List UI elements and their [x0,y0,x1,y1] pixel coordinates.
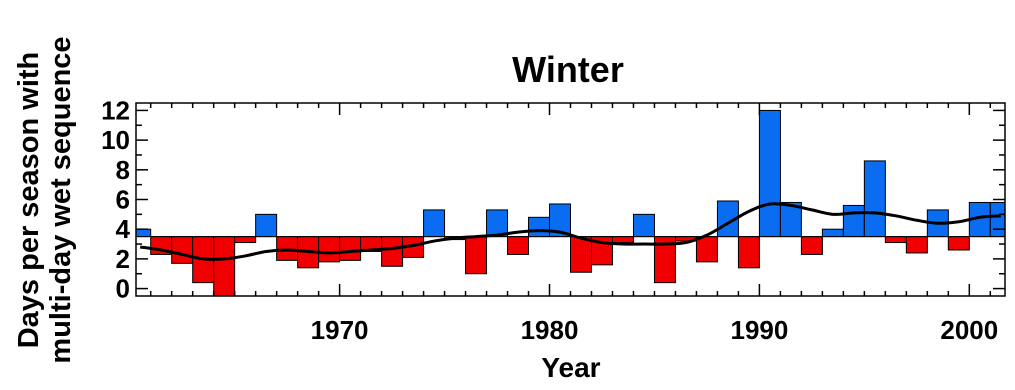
bar-1966 [255,213,278,238]
chart-title: Winter [512,49,624,90]
bar-1996 [884,236,907,244]
bar-1994 [842,204,865,238]
smoothed-trend-line [139,202,1001,261]
bar-1992 [800,236,823,255]
bar-1976 [465,236,488,275]
bar-1995 [863,160,886,238]
y-tick-label-10: 10 [101,125,130,155]
y-tick-label-12: 12 [101,95,130,125]
y-tick-label-8: 8 [116,155,130,185]
x-axis-label: Year [541,352,600,383]
x-tick-label-1970: 1970 [311,315,369,345]
bar-1977 [486,209,509,238]
y-axis-label-line-2: multi-day wet sequence [45,36,77,363]
bar-1972 [381,236,404,267]
x-tick-label-2000: 2000 [940,315,998,345]
bar-1970 [339,236,362,261]
y-tick-label-4: 4 [116,214,131,244]
y-tick-label-6: 6 [116,185,130,215]
bar-1984 [632,213,655,238]
y-axis-label-line-1: Days per season with [13,52,45,349]
bar-1960 [135,228,152,238]
bar-1979 [528,216,551,238]
bar-1997 [905,236,928,254]
y-axis-label: Days per season with multi-day wet seque… [13,36,77,363]
bar-2001 [989,201,1006,238]
bar-1974 [423,209,446,238]
bar-1999 [947,236,970,251]
bars-layer [135,109,1006,297]
bar-1962 [171,236,194,264]
x-tick-label-1990: 1990 [730,315,788,345]
bar-1978 [507,236,530,255]
bar-1990 [758,109,781,238]
bar-1983 [611,236,634,244]
x-axis-ticks: 1970 1980 1990 2000 [149,103,998,345]
x-tick-label-1980: 1980 [521,315,579,345]
bar-1993 [821,228,844,238]
bar-1987 [695,236,718,263]
bar-1964 [213,236,236,297]
bar-1965 [234,236,257,244]
y-tick-label-0: 0 [116,274,130,304]
bar-1981 [570,236,592,273]
y-tick-label-2: 2 [116,244,130,274]
bar-1989 [737,236,760,269]
bar-1969 [318,236,341,263]
